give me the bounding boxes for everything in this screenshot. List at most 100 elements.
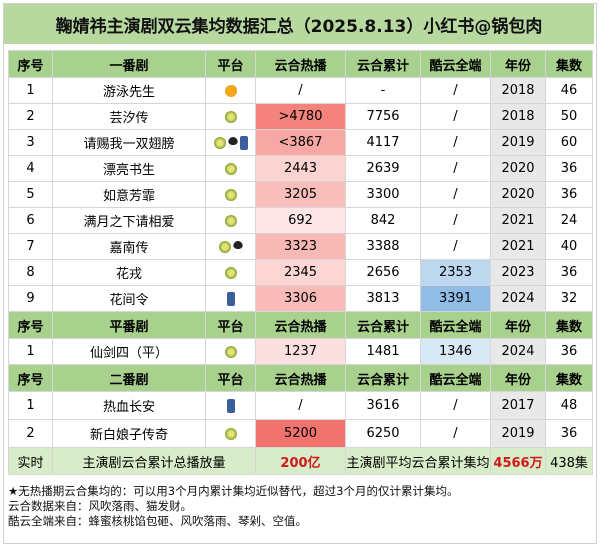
episodes-cell: 36 — [545, 259, 593, 286]
platform-icon — [224, 427, 237, 440]
year-cell: 2024 — [490, 338, 546, 365]
note-line: 云合数据来自：风吹落雨、猫发财。 — [8, 499, 192, 513]
header-cell: 序号 — [8, 364, 53, 392]
index-cell: 5 — [8, 181, 53, 208]
total-cell: 7756 — [345, 103, 421, 130]
platform-cell — [205, 391, 256, 420]
total-cell: 1481 — [345, 338, 421, 365]
header-cell: 酷云全端 — [420, 311, 491, 339]
platform-icon — [224, 188, 237, 201]
platform-cell — [205, 285, 256, 312]
total-cell: 3300 — [345, 181, 421, 208]
episodes-cell: 50 — [545, 103, 593, 130]
year-cell: 2018 — [490, 77, 546, 104]
index-cell: 4 — [8, 155, 53, 182]
data-row: 1 游泳先生 / -/2018 46 — [8, 77, 593, 104]
kuyun-cell: 1346 — [420, 338, 491, 365]
summary-cell: 200亿 — [255, 447, 346, 475]
data-row: 5 如意芳霏 3205 3300/2020 36 — [8, 181, 593, 208]
title-cell: 漂亮书生 — [52, 155, 206, 182]
hot-cell: 2345 — [255, 259, 346, 286]
platform-cell — [205, 233, 256, 260]
title-cell: 花间令 — [52, 285, 206, 312]
header-cell: 年份 — [490, 50, 546, 78]
total-cell: - — [345, 77, 421, 104]
header-cell: 序号 — [8, 50, 53, 78]
header-cell: 年份 — [490, 364, 546, 392]
platform-cell — [205, 259, 256, 286]
header-cell: 集数 — [545, 311, 593, 339]
total-cell: 842 — [345, 207, 421, 234]
hot-cell: 5200 — [255, 419, 346, 448]
platform-icon — [218, 240, 231, 253]
hot-cell: / — [255, 77, 346, 104]
platform-cell — [205, 129, 256, 156]
year-cell: 2021 — [490, 207, 546, 234]
episodes-cell: 36 — [545, 419, 593, 448]
summary-cell: 主演剧平均云合累计集均 — [345, 447, 491, 475]
episodes-cell: 40 — [545, 233, 593, 260]
kuyun-cell: / — [420, 419, 491, 448]
header-cell: 平台 — [205, 364, 256, 392]
hot-cell: 3306 — [255, 285, 346, 312]
note-line: 酷云全端来自：蜂蜜核桃馅包砸、风吹落雨、琴剁、空值。 — [8, 514, 307, 528]
hot-cell: 3205 — [255, 181, 346, 208]
episodes-cell: 36 — [545, 181, 593, 208]
summary-row: 实时 主演剧云合累计总播放量 200亿 主演剧平均云合累计集均 4566万 438集 — [8, 447, 593, 475]
year-cell: 2020 — [490, 181, 546, 208]
year-cell: 2020 — [490, 155, 546, 182]
episodes-cell: 36 — [545, 155, 593, 182]
platform-cell — [205, 181, 256, 208]
total-cell: 2656 — [345, 259, 421, 286]
header-cell: 序号 — [8, 311, 53, 339]
header-cell: 平台 — [205, 311, 256, 339]
kuyun-cell: / — [420, 77, 491, 104]
data-row: 9 花间令 3306 3813 3391 2024 32 — [8, 285, 593, 312]
summary-cell: 实时 — [8, 447, 53, 475]
header-row: 序号 二番剧 平台 云合热播 云合累计 酷云全端 年份 集数 — [8, 364, 593, 392]
platform-icon — [224, 214, 237, 227]
total-cell: 2639 — [345, 155, 421, 182]
data-row: 3 请赐我一双翅膀 <3867 4117/2019 60 — [8, 129, 593, 156]
platform-icon — [239, 135, 248, 150]
header-cell: 二番剧 — [52, 364, 206, 392]
data-row: 7 嘉南传 3323 3388/2021 40 — [8, 233, 593, 260]
year-cell: 2023 — [490, 259, 546, 286]
year-cell: 2017 — [490, 391, 546, 420]
data-row: 1 仙剑四（平） 1237 1481 1346 2024 36 — [8, 338, 593, 365]
index-cell: 1 — [8, 391, 53, 420]
episodes-cell: 24 — [545, 207, 593, 234]
platform-icon — [226, 398, 235, 413]
hot-cell: <3867 — [255, 129, 346, 156]
summary-cell: 438集 — [545, 447, 593, 475]
total-cell: 4117 — [345, 129, 421, 156]
header-cell: 酷云全端 — [420, 364, 491, 392]
index-cell: 2 — [8, 103, 53, 130]
platform-icon — [232, 240, 243, 253]
title-cell: 花戎 — [52, 259, 206, 286]
hot-cell: >4780 — [255, 103, 346, 130]
platform-cell — [205, 207, 256, 234]
platform-icon — [224, 84, 237, 97]
header-cell: 平台 — [205, 50, 256, 78]
data-row: 6 满月之下请相爱 692 842/2021 24 — [8, 207, 593, 234]
header-cell: 云合热播 — [255, 311, 346, 339]
kuyun-cell: / — [420, 233, 491, 260]
platform-cell — [205, 155, 256, 182]
index-cell: 9 — [8, 285, 53, 312]
index-cell: 1 — [8, 77, 53, 104]
platform-icon — [224, 345, 237, 358]
hot-cell: / — [255, 391, 346, 420]
data-row: 2 新白娘子传奇 5200 6250/2019 36 — [8, 419, 593, 448]
header-cell: 平番剧 — [52, 311, 206, 339]
kuyun-cell: 3391 — [420, 285, 491, 312]
episodes-cell: 60 — [545, 129, 593, 156]
platform-icon — [224, 162, 237, 175]
year-cell: 2018 — [490, 103, 546, 130]
header-cell: 年份 — [490, 311, 546, 339]
title-cell: 芸汐传 — [52, 103, 206, 130]
title-cell: 如意芳霏 — [52, 181, 206, 208]
data-row: 8 花戎 2345 2656 2353 2023 36 — [8, 259, 593, 286]
platform-icon — [213, 136, 226, 149]
header-cell: 云合热播 — [255, 364, 346, 392]
